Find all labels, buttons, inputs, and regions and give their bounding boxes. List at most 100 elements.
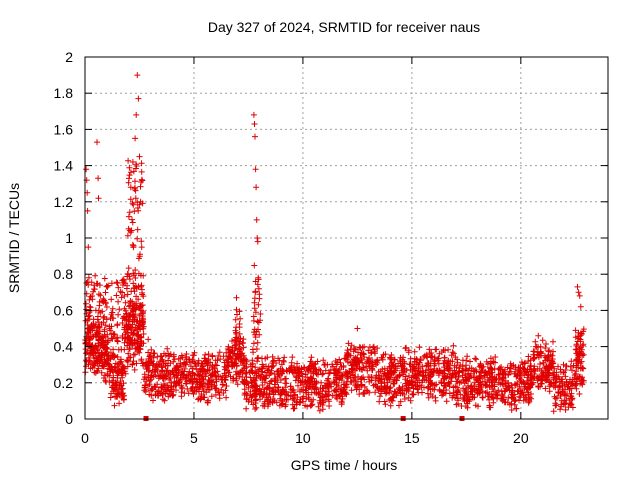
- data-point: [223, 394, 230, 401]
- data-point: [126, 276, 133, 283]
- data-point: [98, 369, 105, 376]
- data-point: [370, 343, 377, 350]
- data-point: [291, 405, 298, 412]
- data-point: [568, 385, 575, 392]
- y-tick-label: 0.2: [54, 375, 74, 391]
- data-point: [266, 398, 273, 405]
- data-point: [260, 390, 267, 397]
- data-point: [405, 394, 412, 401]
- data-point: [144, 365, 151, 372]
- data-point: [535, 344, 542, 351]
- data-point: [462, 403, 469, 410]
- data-point: [181, 365, 188, 372]
- data-point: [240, 352, 247, 359]
- data-point: [277, 391, 284, 398]
- data-point: [248, 394, 255, 400]
- data-point: [237, 335, 244, 342]
- data-point: [448, 352, 455, 359]
- data-point: [121, 324, 128, 331]
- data-point: [138, 357, 145, 364]
- data-point: [190, 391, 197, 397]
- data-point: [247, 361, 254, 368]
- data-point: [396, 402, 402, 409]
- data-point: [477, 373, 484, 380]
- data-point: [345, 340, 352, 347]
- data-point: [130, 351, 137, 358]
- data-point: [101, 275, 108, 282]
- data-point: [387, 368, 394, 375]
- data-point: [233, 294, 240, 301]
- data-point: [127, 184, 134, 191]
- data-point: [185, 390, 192, 397]
- data-point: [442, 347, 449, 354]
- data-point: [546, 347, 553, 354]
- data-point: [504, 399, 511, 406]
- data-point: [319, 397, 326, 404]
- data-point: [132, 306, 139, 313]
- data-point: [412, 372, 419, 379]
- data-point: [455, 369, 462, 376]
- data-point: [419, 363, 426, 370]
- data-point: [211, 385, 218, 391]
- data-point: [446, 390, 453, 397]
- data-point: [251, 262, 258, 269]
- data-point: [308, 389, 315, 396]
- data-point: [446, 364, 453, 371]
- data-point: [127, 298, 134, 304]
- data-point: [539, 370, 546, 377]
- data-point: [436, 350, 443, 357]
- data-point: [430, 370, 437, 376]
- data-point: [213, 376, 220, 383]
- data-point: [467, 383, 474, 390]
- data-point: [316, 397, 323, 404]
- data-point: [103, 304, 110, 310]
- data-point: [215, 353, 222, 359]
- data-point: [537, 361, 543, 367]
- data-point: [95, 195, 102, 202]
- data-point: [376, 398, 383, 405]
- data-point: [579, 364, 585, 371]
- data-point: [337, 388, 344, 395]
- data-point: [543, 374, 550, 381]
- data-point: [136, 305, 143, 312]
- data-point: [268, 367, 275, 374]
- data-point: [525, 358, 532, 365]
- data-point: [361, 383, 368, 390]
- data-point: [253, 391, 260, 398]
- data-point: [492, 391, 499, 398]
- data-point: [427, 391, 434, 398]
- data-point: [467, 358, 473, 365]
- data-point: [240, 336, 247, 343]
- data-point: [129, 241, 136, 248]
- data-point: [326, 369, 333, 376]
- data-point: [431, 382, 438, 389]
- data-point: [539, 337, 546, 344]
- data-point: [520, 392, 527, 399]
- data-point: [134, 72, 141, 79]
- data-point: [530, 355, 537, 362]
- data-point: [550, 408, 557, 415]
- data-point: [405, 347, 412, 354]
- x-tick-label: 10: [295, 430, 311, 446]
- data-point: [545, 357, 552, 364]
- data-point: [122, 370, 129, 377]
- data-point: [402, 345, 409, 352]
- data-point: [145, 362, 152, 369]
- data-point: [460, 394, 467, 401]
- data-point: [531, 363, 538, 370]
- data-point: [573, 342, 580, 349]
- data-point: [406, 361, 413, 368]
- data-point: [263, 391, 270, 398]
- data-point: [104, 345, 111, 352]
- data-point: [177, 355, 184, 362]
- data-point: [443, 398, 450, 405]
- data-point: [86, 296, 93, 303]
- data-point: [506, 368, 513, 375]
- data-point: [279, 387, 286, 393]
- data-point: [94, 347, 101, 354]
- data-point: [91, 286, 98, 293]
- y-tick-label: 1.6: [54, 121, 74, 137]
- data-point: [86, 303, 93, 310]
- data-point: [562, 373, 569, 380]
- data-point: [137, 326, 144, 333]
